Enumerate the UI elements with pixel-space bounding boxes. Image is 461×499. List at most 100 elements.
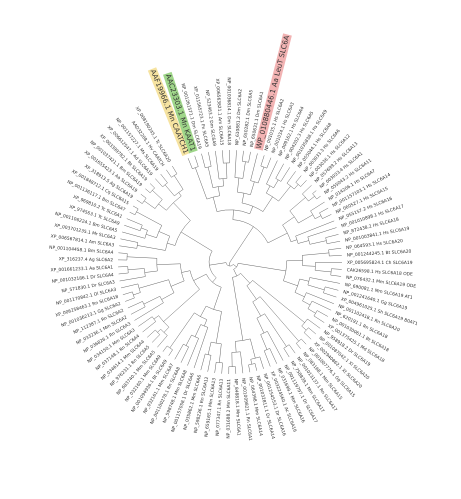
branch xyxy=(147,329,156,338)
branch xyxy=(127,256,157,259)
branch-arc xyxy=(242,161,249,163)
branch xyxy=(294,292,305,298)
branch xyxy=(263,350,271,367)
branch xyxy=(129,211,136,216)
leaf-label: NP_848818.1 Mm SLC6A1 xyxy=(233,379,242,436)
branch xyxy=(278,185,291,202)
branch-arc xyxy=(303,327,309,333)
branch xyxy=(252,301,262,317)
branch xyxy=(300,180,307,187)
branch xyxy=(234,150,237,178)
branch xyxy=(266,160,278,185)
branch xyxy=(282,216,295,226)
branch xyxy=(155,178,163,188)
branch xyxy=(209,262,227,266)
branch xyxy=(246,285,257,300)
branch xyxy=(162,345,168,352)
branch xyxy=(319,207,329,214)
branch xyxy=(201,153,206,168)
leaf-label: NP_001036814.1 Dm SLC6A18 xyxy=(226,77,232,145)
branch xyxy=(132,205,139,210)
branch xyxy=(257,166,265,184)
branch xyxy=(296,343,301,349)
leaf-highlight xyxy=(147,67,191,157)
branch-arc xyxy=(275,178,282,182)
branch xyxy=(193,273,207,281)
branch xyxy=(136,199,143,204)
branch xyxy=(286,171,296,184)
branch xyxy=(222,150,224,164)
branch xyxy=(167,242,176,246)
branch xyxy=(232,277,244,341)
branch xyxy=(140,193,147,199)
branch xyxy=(325,234,339,238)
branch xyxy=(330,274,342,277)
branch xyxy=(290,239,298,242)
branch xyxy=(240,273,251,284)
leaf-label: NP_610881.2 Dm SLC6A2 xyxy=(234,89,243,146)
branch xyxy=(289,197,306,212)
branch xyxy=(174,344,184,360)
branch-arc xyxy=(295,182,301,187)
branch-arc xyxy=(156,225,163,238)
branch xyxy=(226,162,228,179)
branch xyxy=(208,152,212,167)
branch xyxy=(118,252,128,254)
branch xyxy=(238,263,286,272)
branch xyxy=(204,319,208,327)
leaf: NP_031688.2 Mm SLC6A11 xyxy=(226,379,233,439)
leaf: NP_001244245.1 Bt SLC6A20 xyxy=(347,249,412,259)
branch-arc xyxy=(134,208,139,215)
branch-arc xyxy=(307,277,310,286)
branch-arc xyxy=(211,341,222,345)
branch xyxy=(315,270,332,273)
branch xyxy=(295,220,335,237)
branch-arc xyxy=(142,301,146,307)
branch xyxy=(119,245,137,249)
branch xyxy=(312,190,317,194)
branch xyxy=(169,312,195,349)
branch xyxy=(250,338,256,359)
branch-arc xyxy=(216,361,223,364)
branch xyxy=(298,240,309,244)
branch xyxy=(266,185,271,194)
branch xyxy=(215,311,222,344)
branch xyxy=(303,332,312,340)
leaf: XP_001661233.1 Aa SLC6A1 xyxy=(51,265,114,274)
branch xyxy=(248,151,251,163)
branch xyxy=(157,335,168,348)
branch xyxy=(237,177,240,193)
branch xyxy=(250,153,258,181)
branch xyxy=(127,268,145,270)
branch xyxy=(259,296,299,342)
branch xyxy=(229,226,254,263)
branch xyxy=(153,315,159,320)
branch xyxy=(228,261,231,266)
branch xyxy=(310,201,325,212)
branch xyxy=(259,356,264,369)
branch-arc xyxy=(241,202,264,212)
branch xyxy=(134,302,164,321)
branch xyxy=(307,284,325,291)
branch-arc xyxy=(149,187,155,193)
branch-arc xyxy=(325,237,328,244)
branch xyxy=(122,231,145,239)
branch xyxy=(242,150,244,162)
branch xyxy=(122,291,133,295)
branch xyxy=(325,286,339,291)
branch xyxy=(125,297,135,302)
branch xyxy=(215,150,220,180)
branch xyxy=(222,178,224,187)
branch xyxy=(233,269,238,277)
branch xyxy=(298,214,314,224)
branch-arc xyxy=(307,236,311,245)
branch xyxy=(173,202,191,221)
branch xyxy=(194,155,199,167)
branch xyxy=(124,224,141,231)
branch xyxy=(235,341,237,353)
leaf-label: XP_001661233.1 Aa SLC6A1 xyxy=(51,265,114,274)
branch xyxy=(163,326,170,333)
branch xyxy=(207,166,214,188)
branch-arc xyxy=(232,273,241,278)
